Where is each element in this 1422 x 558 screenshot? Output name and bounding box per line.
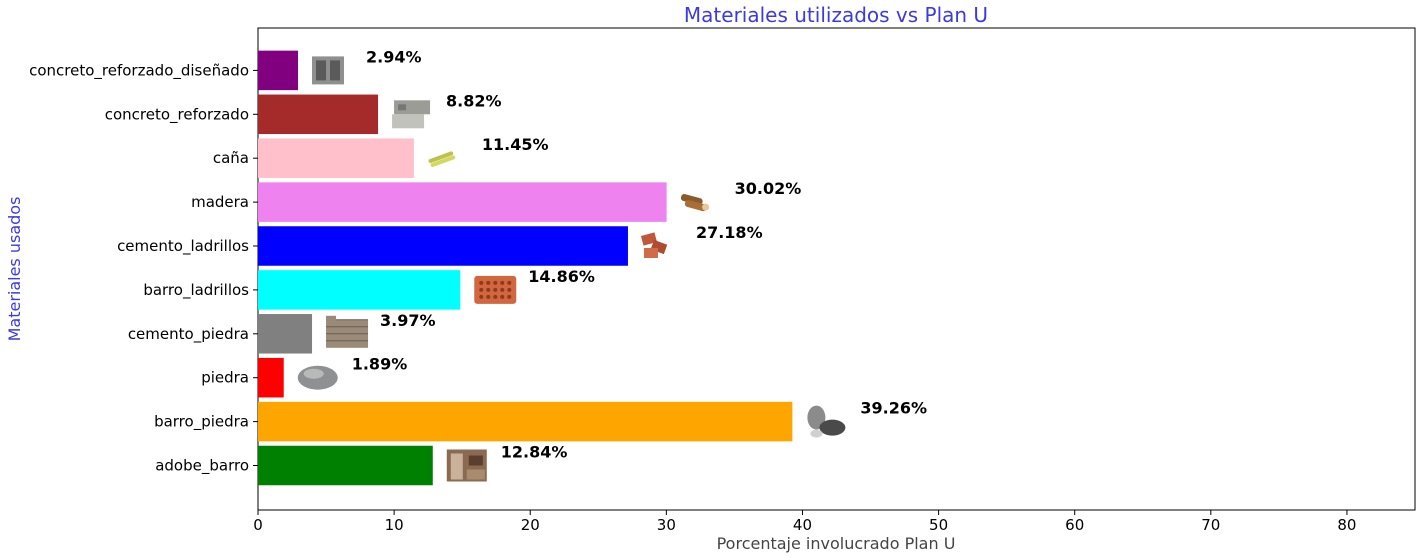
x-tick-label: 50 [929, 516, 948, 534]
concrete-blocks-icon [392, 100, 431, 129]
y-tick-label: piedra [201, 369, 249, 387]
cane-icon [428, 151, 456, 167]
x-tick-label: 70 [1201, 516, 1220, 534]
bars [258, 50, 793, 486]
y-axis-title: Materiales usados [5, 197, 24, 342]
y-axis: adobe_barro barro_piedra piedra cemento_pie… [29, 61, 258, 476]
stone-wall-icon [326, 315, 369, 348]
bar [258, 226, 628, 266]
data-label: 1.89% [352, 355, 408, 374]
logs-icon [680, 194, 710, 212]
y-tick-label: madera [191, 193, 249, 211]
river-stones-icon [807, 405, 846, 438]
plot-area [257, 27, 1416, 511]
bar [258, 270, 461, 310]
adobe-wall-icon [446, 449, 487, 482]
bar [258, 314, 313, 354]
y-tick-label: cemento_ladrillos [117, 237, 249, 256]
bar [258, 357, 284, 398]
bar [258, 401, 793, 442]
bar [258, 94, 379, 135]
x-axis: 0 10 20 30 40 50 60 70 80 [253, 510, 1356, 534]
bar [258, 182, 667, 222]
data-label: 3.97% [380, 311, 436, 330]
y-tick-label: caña [213, 149, 249, 167]
y-tick-label: barro_piedra [154, 413, 249, 432]
data-label: 27.18% [696, 223, 763, 242]
data-label: 11.45% [482, 135, 549, 154]
y-tick-label: adobe_barro [155, 457, 249, 476]
x-tick-label: 30 [657, 516, 676, 534]
concrete-block-icon [312, 56, 345, 85]
data-label: 8.82% [446, 91, 502, 110]
x-tick-label: 80 [1337, 516, 1356, 534]
data-labels: 12.84% 39.26% 1.89% 3.97% 14.86% 27.18% 30.02%… [352, 47, 927, 461]
bar [258, 138, 414, 178]
data-label: 39.26% [860, 399, 927, 418]
bricks-icon [640, 232, 668, 258]
y-tick-label: barro_ladrillos [143, 281, 249, 300]
data-label: 30.02% [735, 179, 802, 198]
chart-title: Materiales utilizados vs Plan U [684, 3, 988, 27]
data-label: 14.86% [528, 267, 595, 286]
y-tick-label: cemento_piedra [128, 325, 249, 344]
x-tick-label: 0 [253, 516, 263, 534]
bar-icons [297, 56, 846, 482]
data-label: 12.84% [501, 443, 568, 462]
x-axis-title: Porcentaje involucrado Plan U [717, 534, 956, 553]
x-tick-label: 40 [793, 516, 812, 534]
data-label: 2.94% [366, 47, 422, 66]
bar [258, 445, 433, 486]
x-tick-label: 10 [385, 516, 404, 534]
stone-icon [297, 365, 338, 390]
x-tick-label: 60 [1065, 516, 1084, 534]
bar [258, 50, 299, 91]
y-tick-label: concreto_reforzado_diseñado [29, 61, 249, 80]
hollow-brick-icon [474, 275, 517, 304]
y-tick-label: concreto_reforzado [105, 105, 249, 124]
x-tick-label: 20 [521, 516, 540, 534]
